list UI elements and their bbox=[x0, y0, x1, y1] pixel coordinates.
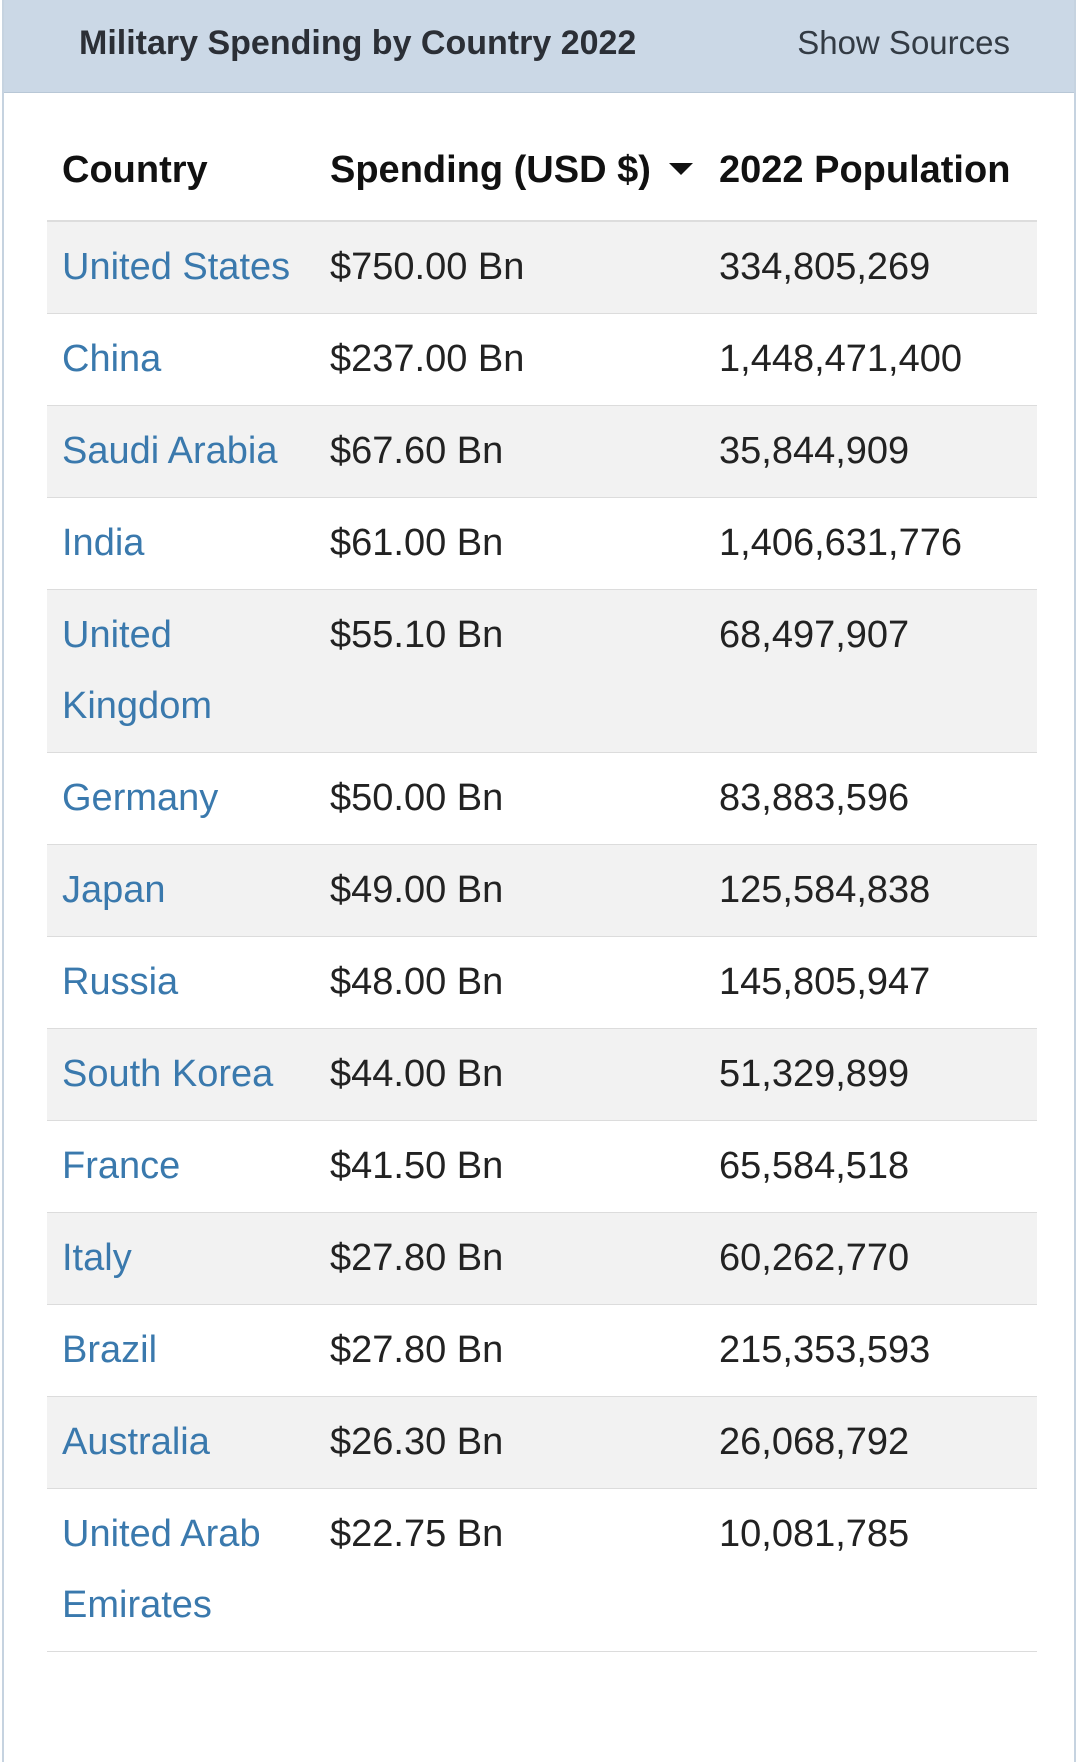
country-link[interactable]: United Kingdom bbox=[62, 614, 212, 727]
table-row: Germany $50.00 Bn 83,883,596 bbox=[47, 752, 1037, 845]
table-row: Japan $49.00 Bn 125,584,838 bbox=[47, 844, 1037, 937]
table-row: South Korea $44.00 Bn 51,329,899 bbox=[47, 1028, 1037, 1121]
spending-cell: $22.75 Bn bbox=[315, 1488, 704, 1652]
population-cell: 10,081,785 bbox=[704, 1488, 1037, 1652]
population-cell: 215,353,593 bbox=[704, 1304, 1037, 1397]
population-cell: 1,406,631,776 bbox=[704, 497, 1037, 590]
population-cell: 334,805,269 bbox=[704, 221, 1037, 314]
country-cell: Russia bbox=[47, 936, 315, 1029]
spending-cell: $26.30 Bn bbox=[315, 1396, 704, 1489]
spending-cell: $41.50 Bn bbox=[315, 1120, 704, 1213]
table-row: France $41.50 Bn 65,584,518 bbox=[47, 1120, 1037, 1213]
population-cell: 65,584,518 bbox=[704, 1120, 1037, 1213]
military-spending-table: Country Spending (USD $) 2022 Population… bbox=[47, 120, 1037, 1652]
table-title: Military Spending by Country 2022 bbox=[79, 24, 637, 62]
population-cell: 1,448,471,400 bbox=[704, 313, 1037, 406]
country-cell: United Kingdom bbox=[47, 589, 315, 753]
country-cell: Germany bbox=[47, 752, 315, 845]
country-cell: United Arab Emirates bbox=[47, 1488, 315, 1652]
population-cell: 51,329,899 bbox=[704, 1028, 1037, 1121]
country-link[interactable]: Russia bbox=[62, 961, 179, 1003]
population-cell: 60,262,770 bbox=[704, 1212, 1037, 1305]
column-header-country[interactable]: Country bbox=[47, 120, 315, 222]
table-body: United States $750.00 Bn 334,805,269 China $… bbox=[47, 221, 1037, 1652]
spending-cell: $61.00 Bn bbox=[315, 497, 704, 590]
country-link[interactable]: United Arab Emirates bbox=[62, 1513, 261, 1626]
country-cell: Japan bbox=[47, 844, 315, 937]
table-row: Australia $26.30 Bn 26,068,792 bbox=[47, 1396, 1037, 1489]
table-row: Brazil $27.80 Bn 215,353,593 bbox=[47, 1304, 1037, 1397]
country-cell: France bbox=[47, 1120, 315, 1213]
country-link[interactable]: Germany bbox=[62, 777, 219, 819]
country-link[interactable]: Japan bbox=[62, 869, 166, 911]
population-cell: 83,883,596 bbox=[704, 752, 1037, 845]
column-header-label: Country bbox=[62, 148, 208, 191]
table-row: Russia $48.00 Bn 145,805,947 bbox=[47, 936, 1037, 1029]
country-cell: United States bbox=[47, 221, 315, 314]
country-link[interactable]: India bbox=[62, 522, 145, 564]
table-row: United Arab Emirates $22.75 Bn 10,081,785 bbox=[47, 1488, 1037, 1652]
country-cell: Saudi Arabia bbox=[47, 405, 315, 498]
country-link[interactable]: United States bbox=[62, 246, 291, 288]
country-cell: South Korea bbox=[47, 1028, 315, 1121]
spending-cell: $50.00 Bn bbox=[315, 752, 704, 845]
country-link[interactable]: South Korea bbox=[62, 1053, 274, 1095]
table-row: India $61.00 Bn 1,406,631,776 bbox=[47, 497, 1037, 590]
spending-cell: $27.80 Bn bbox=[315, 1304, 704, 1397]
column-header-spending[interactable]: Spending (USD $) bbox=[315, 120, 704, 222]
table-row: United Kingdom $55.10 Bn 68,497,907 bbox=[47, 589, 1037, 753]
country-cell: Brazil bbox=[47, 1304, 315, 1397]
population-cell: 68,497,907 bbox=[704, 589, 1037, 753]
spending-cell: $237.00 Bn bbox=[315, 313, 704, 406]
spending-cell: $49.00 Bn bbox=[315, 844, 704, 937]
table-header-row: Country Spending (USD $) 2022 Population bbox=[47, 120, 1037, 222]
country-cell: China bbox=[47, 313, 315, 406]
country-link[interactable]: France bbox=[62, 1145, 181, 1187]
column-header-label: 2022 Population bbox=[719, 148, 1011, 191]
country-link[interactable]: Brazil bbox=[62, 1329, 158, 1371]
country-cell: India bbox=[47, 497, 315, 590]
population-cell: 145,805,947 bbox=[704, 936, 1037, 1029]
country-link[interactable]: Saudi Arabia bbox=[62, 430, 278, 472]
show-sources-link[interactable]: Show Sources bbox=[797, 24, 1010, 61]
population-cell: 125,584,838 bbox=[704, 844, 1037, 937]
table-row: Italy $27.80 Bn 60,262,770 bbox=[47, 1212, 1037, 1305]
column-header-population[interactable]: 2022 Population bbox=[704, 120, 1037, 222]
country-link[interactable]: China bbox=[62, 338, 162, 380]
country-cell: Australia bbox=[47, 1396, 315, 1489]
country-cell: Italy bbox=[47, 1212, 315, 1305]
spending-cell: $27.80 Bn bbox=[315, 1212, 704, 1305]
country-link[interactable]: Australia bbox=[62, 1421, 210, 1463]
table-row: United States $750.00 Bn 334,805,269 bbox=[47, 221, 1037, 314]
table-row: China $237.00 Bn 1,448,471,400 bbox=[47, 313, 1037, 406]
spending-cell: $750.00 Bn bbox=[315, 221, 704, 314]
table-row: Saudi Arabia $67.60 Bn 35,844,909 bbox=[47, 405, 1037, 498]
sort-descending-icon bbox=[668, 163, 693, 176]
country-link[interactable]: Italy bbox=[62, 1237, 132, 1279]
spending-cell: $67.60 Bn bbox=[315, 405, 704, 498]
card-header: Military Spending by Country 2022 Show S… bbox=[4, 0, 1074, 93]
population-cell: 35,844,909 bbox=[704, 405, 1037, 498]
column-header-label: Spending (USD $) bbox=[330, 148, 651, 191]
spending-cell: $44.00 Bn bbox=[315, 1028, 704, 1121]
population-cell: 26,068,792 bbox=[704, 1396, 1037, 1489]
spending-cell: $55.10 Bn bbox=[315, 589, 704, 753]
spending-cell: $48.00 Bn bbox=[315, 936, 704, 1029]
